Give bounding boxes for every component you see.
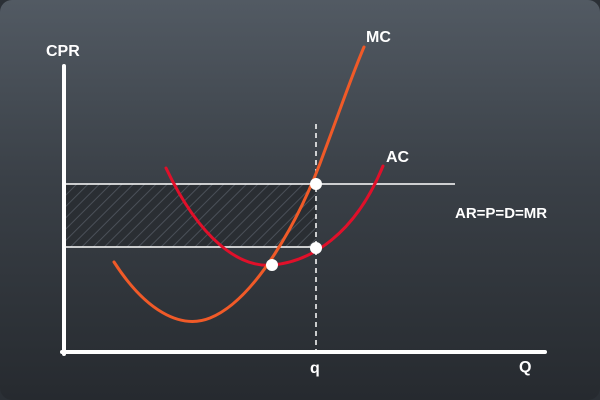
x-axis-label: Q (519, 359, 531, 376)
ac-at-q-point (310, 242, 322, 254)
mc-label: MC (366, 29, 391, 46)
quantity-label: q (310, 360, 320, 377)
profit-area (66, 184, 316, 247)
y-axis-label: CPR (46, 43, 80, 60)
demand-label: AR=P=D=MR (455, 205, 547, 222)
ac-minimum-point (266, 259, 278, 271)
mc-price-intersection-point (310, 178, 322, 190)
ac-label: AC (386, 149, 410, 166)
